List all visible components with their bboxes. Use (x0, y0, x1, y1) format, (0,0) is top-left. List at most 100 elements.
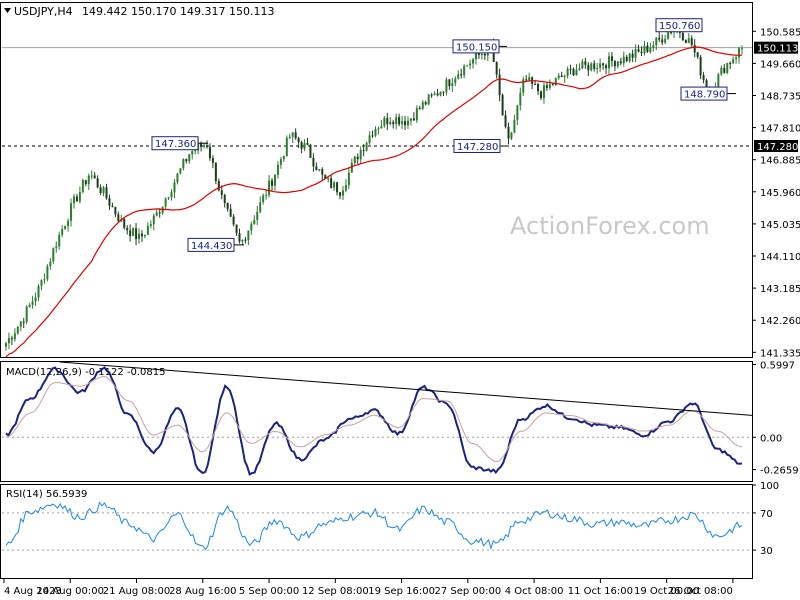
candle-body (643, 45, 646, 53)
rsi-line (5, 501, 743, 551)
candle-body (362, 150, 365, 152)
candle-body (282, 156, 285, 160)
candle-body (667, 32, 670, 39)
price-annotations: 150.760 150.150 147.360 147.280 148.790 144.4… (151, 18, 736, 252)
candle-body (457, 74, 460, 79)
candle-body (377, 128, 380, 130)
support-price-tag-bg (754, 139, 798, 152)
candle-body (687, 38, 690, 44)
candle-body (427, 94, 430, 105)
candle-body (717, 74, 720, 87)
candle-body (463, 65, 466, 76)
candle-body (226, 203, 229, 209)
candle-body (259, 202, 262, 212)
candle-body (619, 61, 622, 64)
candle-body (616, 61, 619, 67)
candle-body (705, 80, 708, 92)
price-tick-label: 148.735 (760, 91, 800, 102)
moving-average (5, 46, 743, 358)
candle-body (72, 196, 75, 204)
candle-body (738, 48, 741, 58)
candle-body (696, 52, 699, 57)
candle-body (294, 132, 297, 139)
candle-body (315, 166, 318, 171)
candle-body (288, 136, 291, 138)
candle-body (690, 38, 693, 46)
candle-body (581, 61, 584, 69)
candle-body (628, 53, 631, 62)
price-tick-label: 144.110 (760, 252, 800, 263)
candle-body (545, 85, 548, 88)
candle-body (548, 84, 551, 88)
candle-body (339, 192, 342, 196)
price-tick-label: 146.885 (760, 156, 800, 167)
candle-body (572, 68, 575, 76)
candle-body (483, 54, 486, 56)
candle-body (191, 151, 194, 155)
candle-body (19, 321, 22, 327)
candle-body (735, 57, 738, 60)
macd-lines (2, 361, 753, 476)
candle-body (327, 178, 330, 180)
candle-body (398, 117, 401, 125)
candle-body (297, 138, 300, 143)
candle-body (445, 79, 448, 93)
candle-body (61, 228, 64, 235)
macd-axis: 0.5997 0.00 -0.2659 (752, 360, 799, 477)
candle-body (220, 190, 223, 195)
candle-body (135, 228, 138, 240)
candle-body (152, 215, 155, 225)
candle-body (173, 182, 176, 193)
candle-body (140, 233, 143, 237)
candle-body (442, 91, 445, 93)
candle-body (330, 178, 333, 188)
candle-body (10, 338, 13, 340)
candle-body (631, 53, 634, 58)
candle-body (584, 61, 587, 65)
candle-body (285, 137, 288, 157)
candle-body (658, 37, 661, 40)
candle-body (211, 158, 214, 163)
candle-body (194, 150, 197, 152)
candle-body (158, 212, 161, 214)
candle-body (182, 159, 185, 169)
candle-body (208, 147, 211, 159)
candle-body (268, 180, 271, 195)
candle-body (105, 187, 108, 199)
candle-body (235, 224, 238, 234)
price-tick-label: 143.185 (760, 284, 800, 295)
candle-body (114, 206, 117, 215)
candle-body (729, 63, 732, 65)
time-tick-label: 27 Sep 00:00 (434, 586, 501, 597)
candle-body (519, 92, 522, 106)
annotation-box (655, 18, 703, 33)
candle-body (309, 144, 312, 158)
candle-body (501, 95, 504, 116)
candle-body (64, 226, 67, 229)
candle-body (374, 128, 377, 136)
candle-body (723, 67, 726, 73)
candle-body (578, 68, 581, 71)
candle-body (90, 175, 93, 177)
candle-body (409, 118, 412, 121)
macd-trendline (59, 361, 753, 416)
time-tick-label: 28 Aug 16:00 (169, 586, 236, 597)
candle-body (439, 91, 442, 96)
candle-body (37, 285, 40, 298)
candle-body (466, 65, 469, 67)
candle-body (593, 63, 596, 69)
candle-body (622, 56, 625, 64)
candle-body (143, 234, 146, 237)
price-tick-label: 147.810 (760, 124, 800, 135)
dropdown-triangle-icon[interactable] (4, 8, 11, 13)
candle-body (454, 78, 457, 84)
candle-body (265, 194, 268, 196)
candle-body (188, 154, 191, 162)
annotation-box (151, 136, 199, 151)
candle-body (22, 321, 25, 323)
time-tick-label: 21 Aug 08:00 (103, 586, 170, 597)
watermark: ActionForex.com (510, 212, 710, 240)
candle-body (560, 75, 563, 78)
candle-body (333, 182, 336, 188)
candle-body (129, 230, 132, 237)
